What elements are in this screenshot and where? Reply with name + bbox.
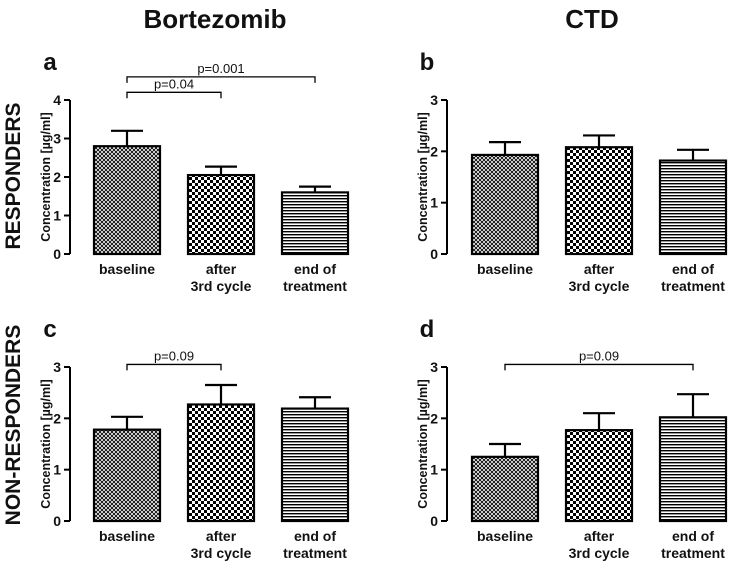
y-tick-label: 3: [430, 92, 438, 108]
category-label-1: after: [206, 261, 237, 277]
panel-label: a: [43, 49, 57, 76]
bar-1: [186, 403, 256, 523]
y-tick-label: 0: [53, 513, 61, 529]
column-title-ctd: CTD: [565, 4, 618, 34]
significance-label-0: p=0.09: [579, 348, 619, 363]
category-label-1: after: [584, 528, 615, 544]
y-axis-label: Concentration [µg/ml]: [39, 379, 53, 508]
category-label-0: baseline: [477, 261, 533, 277]
row-title-responders: RESPONDERS: [2, 102, 25, 249]
category-label-1: 3rd cycle: [569, 545, 630, 561]
y-tick-label: 0: [430, 513, 438, 529]
panel-c: c Concentration [µg/ml]0 1 2 3 baseline after3…: [39, 316, 350, 561]
category-label-2: end of: [672, 261, 714, 277]
panel-a: a Concentration [µg/ml]0 1 2 3 4 baseline after…: [39, 49, 350, 294]
significance-label-1: p=0.001: [197, 61, 244, 76]
bar-2: [280, 191, 350, 256]
y-tick-label: 4: [53, 92, 61, 108]
significance-label-0: p=0.09: [154, 348, 194, 363]
category-label-1: after: [206, 528, 237, 544]
y-tick-label: 1: [430, 462, 438, 478]
bar-1: [564, 146, 634, 256]
significance-bracket-0: [126, 363, 222, 371]
category-label-2: treatment: [283, 545, 347, 561]
panel-label: d: [420, 316, 435, 343]
category-label-2: treatment: [661, 545, 725, 561]
bar-2: [658, 159, 728, 256]
bar-1: [564, 429, 634, 523]
category-label-1: 3rd cycle: [569, 278, 630, 294]
bar-2: [658, 416, 728, 523]
category-label-1: 3rd cycle: [191, 545, 252, 561]
bar-2: [280, 407, 350, 523]
bar-0: [470, 455, 540, 523]
bar-0: [92, 145, 162, 256]
y-tick-label: 1: [53, 462, 61, 478]
panel-b: b Concentration [µg/ml]0 1 2 3 baseline after3…: [416, 49, 728, 294]
y-tick-label: 2: [430, 143, 438, 159]
category-label-1: 3rd cycle: [191, 278, 252, 294]
y-tick-label: 3: [53, 131, 61, 147]
bar-0: [470, 153, 540, 256]
y-tick-label: 0: [53, 246, 61, 262]
panel-label: c: [43, 316, 56, 343]
y-axis-label: Concentration [µg/ml]: [416, 379, 430, 508]
category-label-2: treatment: [661, 278, 725, 294]
bar-0: [92, 428, 162, 523]
row-title-non-responders: NON-RESPONDERS: [2, 325, 25, 526]
y-axis-label: Concentration [µg/ml]: [416, 112, 430, 241]
y-tick-label: 0: [430, 246, 438, 262]
category-label-0: baseline: [99, 528, 155, 544]
y-tick-label: 3: [53, 359, 61, 375]
y-tick-label: 3: [430, 359, 438, 375]
bar-1: [186, 173, 256, 256]
y-tick-label: 1: [430, 195, 438, 211]
y-tick-label: 2: [53, 410, 61, 426]
category-label-2: treatment: [283, 278, 347, 294]
y-tick-label: 2: [53, 169, 61, 185]
y-axis-label: Concentration [µg/ml]: [39, 112, 53, 241]
y-tick-label: 1: [53, 208, 61, 224]
category-label-2: end of: [294, 261, 336, 277]
column-title-bortezomib: Bortezomib: [144, 4, 287, 34]
category-label-2: end of: [294, 528, 336, 544]
category-label-0: baseline: [99, 261, 155, 277]
y-tick-label: 2: [430, 410, 438, 426]
significance-bracket-0: [504, 363, 694, 371]
significance-label-0: p=0.04: [154, 76, 194, 91]
category-label-2: end of: [672, 528, 714, 544]
category-label-0: baseline: [477, 528, 533, 544]
category-label-1: after: [584, 261, 615, 277]
panel-label: b: [420, 49, 435, 76]
significance-bracket-1: [126, 76, 316, 83]
significance-bracket-0: [126, 91, 222, 99]
panel-d: d Concentration [µg/ml]0 1 2 3 baseline after3…: [416, 316, 728, 561]
